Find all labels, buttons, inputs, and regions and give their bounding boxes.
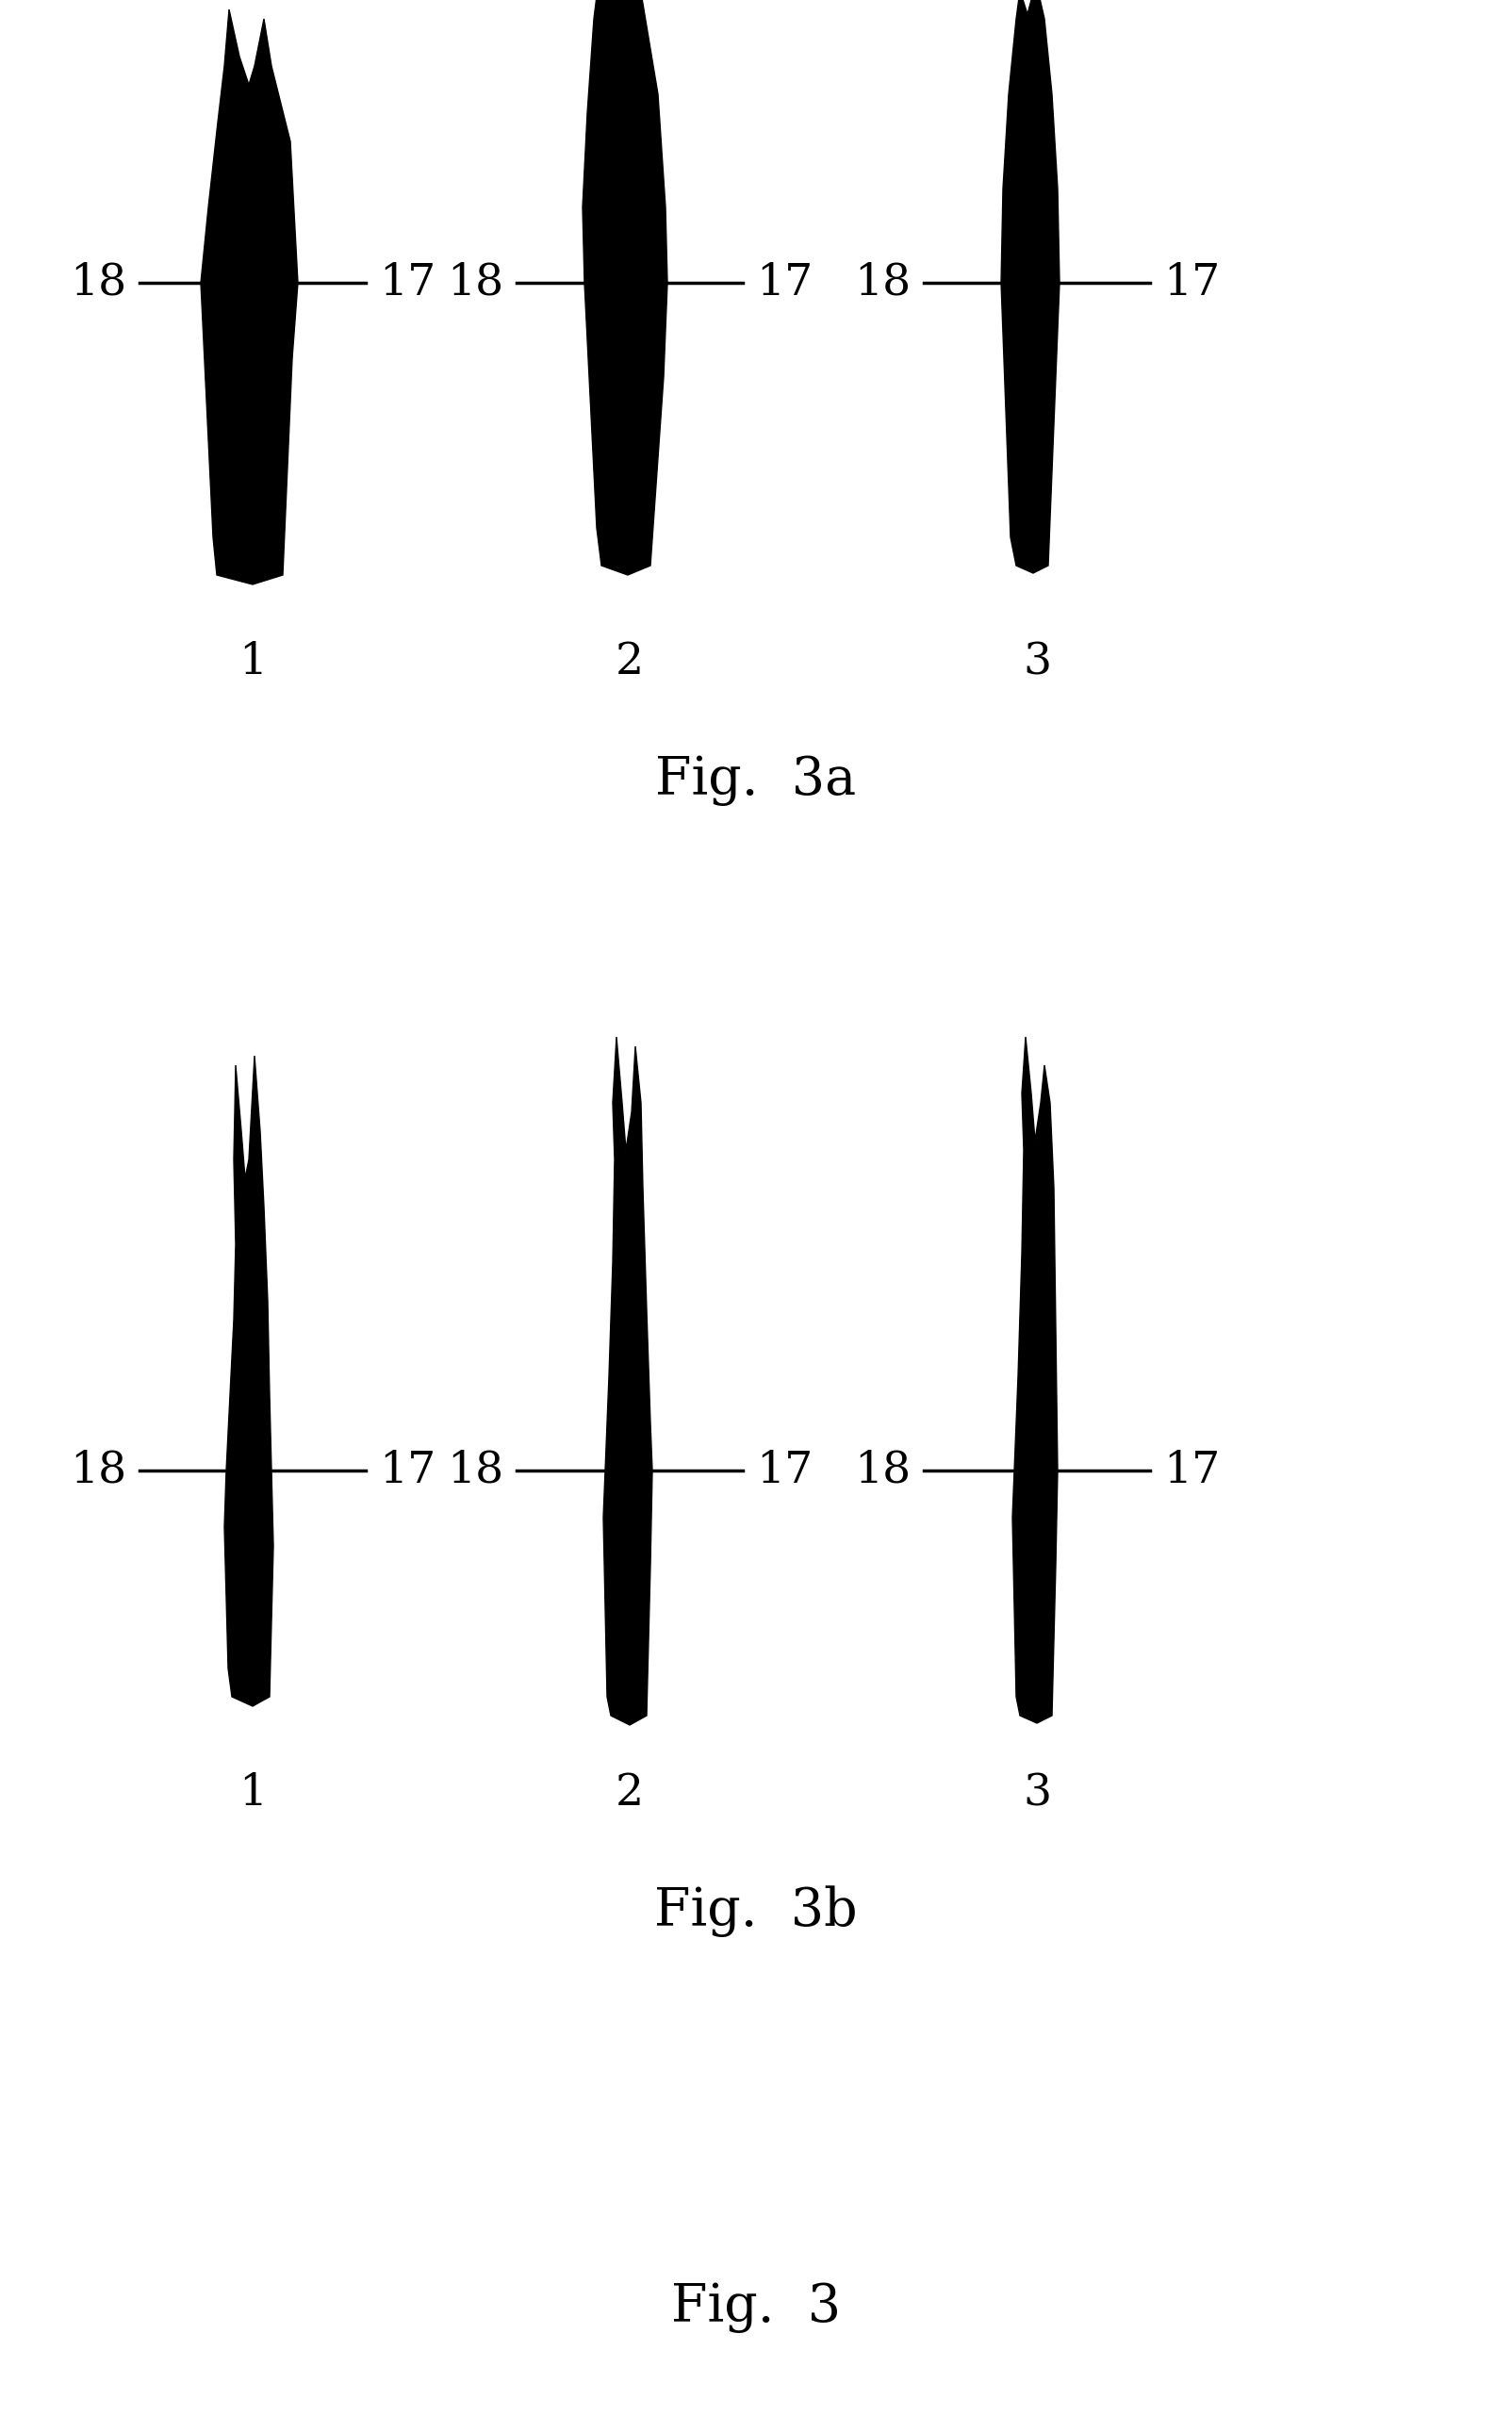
Text: 2: 2 (615, 1773, 644, 1814)
Text: 17: 17 (1163, 1449, 1220, 1491)
Text: 17: 17 (380, 1449, 435, 1491)
Text: 1: 1 (239, 642, 266, 683)
Text: 18: 18 (854, 263, 910, 304)
Text: 17: 17 (380, 263, 435, 304)
Polygon shape (201, 10, 298, 584)
Text: 3: 3 (1022, 1773, 1051, 1814)
Text: 2: 2 (615, 642, 644, 683)
Text: Fig.  3b: Fig. 3b (655, 1885, 857, 1936)
Text: Fig.  3a: Fig. 3a (656, 754, 856, 805)
Text: 17: 17 (1163, 263, 1220, 304)
Text: Fig.  3: Fig. 3 (671, 2281, 841, 2332)
Text: 18: 18 (854, 1449, 910, 1491)
Polygon shape (1013, 1036, 1058, 1724)
Polygon shape (603, 1036, 652, 1724)
Text: 18: 18 (70, 263, 127, 304)
Text: 17: 17 (756, 1449, 813, 1491)
Text: 18: 18 (70, 1449, 127, 1491)
Text: 1: 1 (239, 1773, 266, 1814)
Text: 18: 18 (446, 263, 503, 304)
Text: 17: 17 (756, 263, 813, 304)
Polygon shape (224, 1055, 274, 1707)
Polygon shape (1001, 0, 1060, 574)
Text: 3: 3 (1022, 642, 1051, 683)
Polygon shape (582, 0, 667, 574)
Text: 18: 18 (446, 1449, 503, 1491)
